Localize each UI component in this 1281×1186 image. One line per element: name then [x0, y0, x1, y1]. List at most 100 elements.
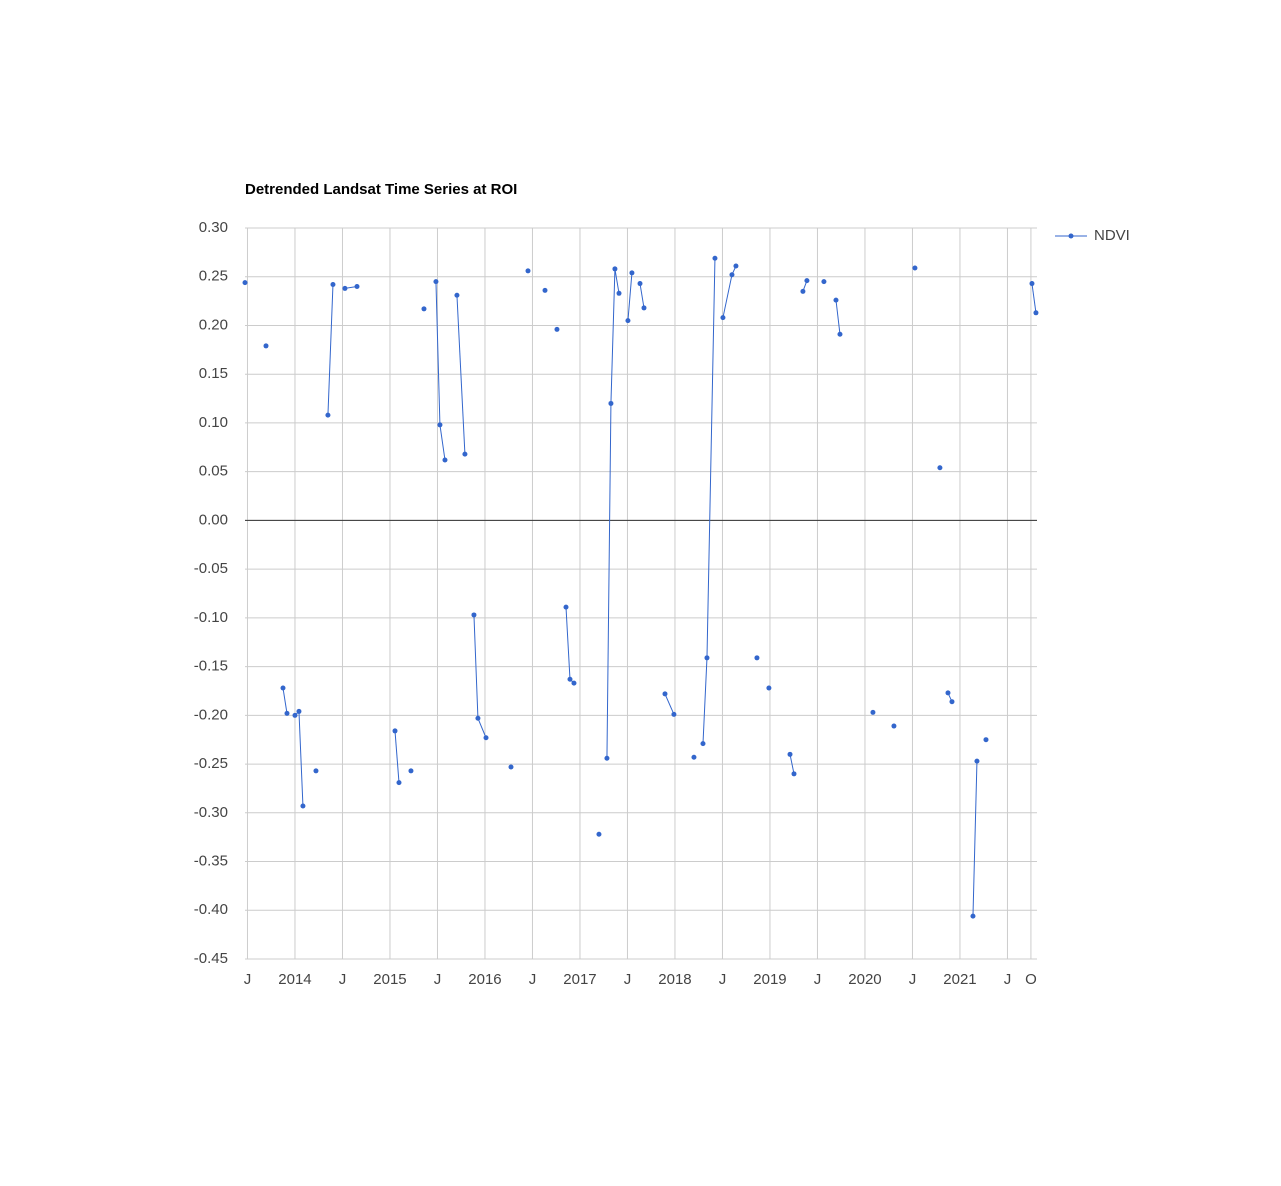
data-point [616, 290, 622, 296]
data-point [691, 754, 697, 760]
data-point [700, 741, 706, 747]
data-point [396, 780, 402, 786]
data-point [554, 326, 560, 332]
data-line [456, 295, 466, 455]
data-point [912, 265, 918, 271]
x-tick-label: J [719, 971, 727, 988]
data-point [712, 255, 718, 261]
data-point [462, 451, 468, 457]
x-tick-label: 2021 [943, 971, 976, 988]
y-tick-label: 0.05 [199, 463, 228, 480]
x-tick-label: J [909, 971, 917, 988]
x-tick-label: J [339, 971, 347, 988]
data-point [804, 278, 810, 284]
data-point [542, 287, 548, 293]
data-point [284, 710, 290, 716]
data-point [612, 266, 618, 272]
y-tick-label: -0.30 [194, 804, 228, 821]
data-point [421, 306, 427, 312]
data-point [596, 831, 602, 837]
data-point [800, 288, 806, 294]
data-point [571, 680, 577, 686]
data-point [983, 737, 989, 743]
x-tick-label: 2014 [278, 971, 311, 988]
data-point [471, 612, 477, 618]
y-tick-label: 0.25 [199, 268, 228, 285]
data-point [475, 715, 481, 721]
y-tick-label: -0.25 [194, 755, 228, 772]
data-point [662, 691, 668, 697]
data-point [342, 285, 348, 291]
data-point [974, 758, 980, 764]
data-point [1033, 310, 1039, 316]
y-tick-label: -0.35 [194, 853, 228, 870]
data-point [1029, 281, 1035, 287]
data-point [970, 913, 976, 919]
x-tick-label: 2019 [753, 971, 786, 988]
data-line [664, 693, 675, 715]
y-tick-label: 0.00 [199, 511, 228, 528]
data-point [837, 331, 843, 337]
y-tick-label: -0.05 [194, 560, 228, 577]
data-point [508, 764, 514, 770]
x-tick-label: J [624, 971, 632, 988]
data-line [1031, 283, 1037, 313]
data-line [282, 687, 288, 714]
x-tick-label: 2017 [563, 971, 596, 988]
data-point [325, 412, 331, 418]
x-tick-label: J [434, 971, 442, 988]
x-tick-label: 2015 [373, 971, 406, 988]
data-point [437, 422, 443, 428]
x-tick-label: 2018 [658, 971, 691, 988]
data-point [608, 400, 614, 406]
legend-marker [1068, 233, 1074, 239]
data-line [835, 300, 841, 335]
data-line [606, 268, 620, 759]
legend-label: NDVI [1094, 227, 1130, 244]
x-tick-label: 2020 [848, 971, 881, 988]
data-point [891, 723, 897, 729]
y-tick-label: 0.15 [199, 365, 228, 382]
data-point [641, 305, 647, 311]
data-point [945, 690, 951, 696]
data-point [292, 712, 298, 718]
data-point [483, 735, 489, 741]
data-point [242, 280, 248, 286]
data-point [937, 465, 943, 471]
data-line [972, 761, 978, 917]
y-tick-label: 0.30 [199, 219, 228, 236]
data-point [433, 279, 439, 285]
y-tick-label: -0.10 [194, 609, 228, 626]
data-point [821, 279, 827, 285]
data-point [354, 283, 360, 289]
data-line [789, 754, 795, 774]
y-tick-label: -0.45 [194, 950, 228, 967]
data-point [625, 318, 631, 324]
y-tick-label: 0.10 [199, 414, 228, 431]
data-point [766, 685, 772, 691]
data-point [949, 699, 955, 705]
data-point [787, 751, 793, 757]
data-point [720, 315, 726, 321]
data-line [627, 272, 633, 321]
data-point [296, 708, 302, 714]
x-tick-label: J [1004, 971, 1012, 988]
data-point [454, 292, 460, 298]
data-point [567, 676, 573, 682]
data-point [442, 457, 448, 463]
chart-title: Detrended Landsat Time Series at ROI [245, 181, 517, 198]
y-tick-label: 0.20 [199, 316, 228, 333]
y-tick-label: -0.15 [194, 658, 228, 675]
data-line [327, 284, 334, 416]
x-tick-label: J [529, 971, 537, 988]
data-point [637, 281, 643, 287]
data-point [313, 768, 319, 774]
data-line [639, 283, 645, 309]
data-point [563, 604, 569, 610]
data-point [408, 768, 414, 774]
data-point [392, 728, 398, 734]
data-point [300, 803, 306, 809]
data-point [629, 270, 635, 276]
